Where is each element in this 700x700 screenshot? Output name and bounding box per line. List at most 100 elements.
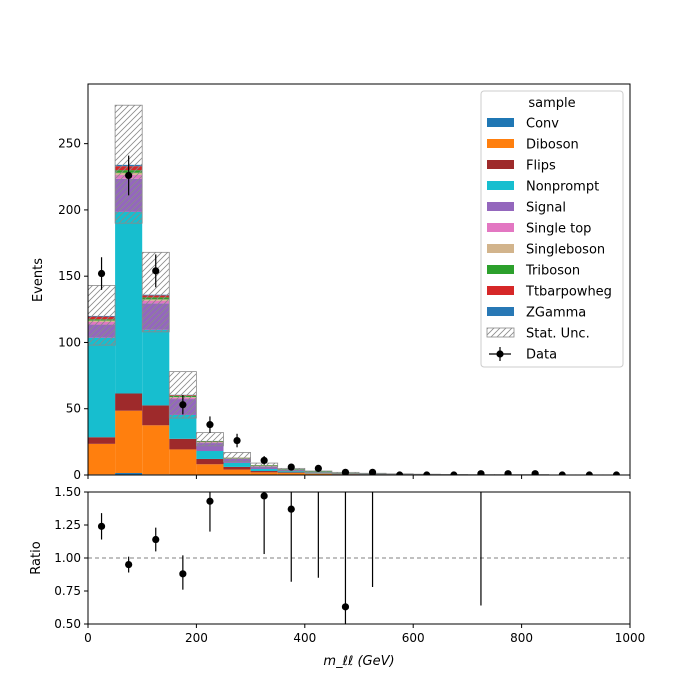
- legend-label: Flips: [526, 159, 556, 174]
- data-point: [97, 269, 106, 278]
- bar-segment: [88, 437, 116, 444]
- y-tick-label: 100: [58, 335, 81, 349]
- series-nonprompt: [88, 211, 414, 475]
- x-tick-label: 600: [402, 631, 425, 645]
- legend-label: Nonprompt: [526, 180, 599, 195]
- data-point: [260, 456, 268, 465]
- data-point: [233, 436, 241, 445]
- bar-segment: [304, 472, 332, 474]
- legend-label: Single top: [526, 222, 591, 237]
- bar-segment: [142, 425, 170, 475]
- legend-label: Stat. Unc.: [526, 327, 590, 342]
- bar-segment: [223, 466, 251, 470]
- legend-label: Data: [526, 348, 557, 363]
- legend-entry: Single top: [487, 222, 591, 237]
- ratio-point: [206, 497, 214, 505]
- bar-segment: [250, 469, 278, 472]
- ratio-point: [369, 475, 376, 482]
- bar-segment: [115, 473, 143, 475]
- bar-segment: [277, 472, 305, 474]
- y-tick-label: 0.75: [54, 584, 81, 598]
- y-tick-label: 50: [66, 402, 81, 416]
- x-tick-label: 200: [185, 631, 208, 645]
- legend: sample Conv Diboson Flips Nonprompt Signal Si…: [480, 90, 624, 368]
- data-point: [585, 471, 593, 475]
- bar-segment: [223, 462, 251, 467]
- ratio-point: [179, 570, 187, 578]
- data-point: [450, 471, 458, 475]
- legend-entry: Triboson: [487, 264, 580, 279]
- bar-segment: [250, 471, 278, 473]
- legend-swatch: [487, 139, 514, 148]
- bar-segment: [196, 458, 224, 465]
- bar-segment: [142, 329, 170, 406]
- y-tick-label: 0: [73, 468, 81, 482]
- ratio-point: [97, 522, 106, 530]
- legend-label: Signal: [526, 201, 566, 216]
- bar-segment: [88, 337, 116, 438]
- bar-segment: [169, 449, 197, 475]
- bar-segment: [196, 464, 224, 475]
- legend-swatch: [487, 265, 514, 274]
- bar-segment: [115, 211, 143, 394]
- stat-unc-band: [88, 285, 116, 346]
- x-tick-label: 0: [84, 631, 92, 645]
- legend-entry: Ttbarpowheg: [487, 285, 612, 300]
- data-point: [314, 464, 322, 472]
- y-tick-label: 0.50: [54, 617, 81, 631]
- bar-segment: [142, 405, 170, 426]
- legend-swatch: [487, 202, 514, 211]
- legend-swatch: [487, 286, 514, 295]
- legend-frame: [480, 90, 624, 368]
- legend-entry: Stat. Unc.: [486, 327, 590, 342]
- y-tick-label: 250: [58, 137, 81, 151]
- bar-segment: [250, 472, 278, 475]
- y-tick-label: 200: [58, 203, 81, 217]
- bar-segment: [250, 466, 278, 470]
- data-point: [531, 470, 539, 475]
- bar-segment: [115, 393, 143, 411]
- bar-segment: [88, 443, 116, 475]
- main-plot-frame: [87, 83, 631, 476]
- data-point: [612, 471, 621, 475]
- y-tick-label: 1.50: [54, 485, 81, 499]
- data-point: [504, 470, 512, 475]
- data-point: [558, 471, 566, 475]
- stat-unc-band: [195, 432, 224, 447]
- ratio-point: [260, 492, 268, 500]
- legend-label: Singleboson: [526, 243, 605, 258]
- legend-entry: Diboson: [487, 138, 579, 153]
- x-tick-label: 800: [510, 631, 533, 645]
- data-point: [152, 267, 160, 275]
- legend-label: ZGamma: [526, 306, 586, 321]
- bar-segment: [304, 473, 332, 475]
- series-diboson: [88, 410, 549, 475]
- legend-title: sample: [528, 96, 575, 111]
- ratio-point: [287, 505, 295, 513]
- data-point: [396, 471, 404, 475]
- data-point: [477, 470, 485, 475]
- data-point: [287, 463, 295, 471]
- ratio-point: [477, 475, 484, 482]
- legend-data-marker: [496, 350, 504, 358]
- x-tick-label: 400: [293, 631, 316, 645]
- ratio-plot-frame: [87, 491, 631, 625]
- data-point: [179, 401, 187, 409]
- legend-label: Conv: [526, 117, 559, 132]
- legend-entry: Nonprompt: [487, 180, 599, 195]
- legend-swatch-hatch: [486, 327, 515, 338]
- ratio-point: [152, 535, 160, 544]
- ratio-point: [125, 561, 133, 569]
- legend-entry: Flips: [487, 159, 556, 174]
- ratio-point: [341, 603, 350, 611]
- legend-swatch: [487, 223, 514, 232]
- x-tick-label: 1000: [615, 631, 646, 645]
- data-point: [423, 471, 431, 475]
- y-axis-label-events: Events: [31, 258, 46, 302]
- main-histogram-panel: 0 50 100 150 200 250 Events: [31, 83, 631, 482]
- legend-swatch: [487, 160, 514, 169]
- legend-swatch: [487, 181, 514, 190]
- legend-entry: Signal: [487, 201, 566, 216]
- ratio-panel: 0.50 0.75 1.00 1.25 1.50 0 200 400 600 800 1000 R…: [29, 475, 646, 669]
